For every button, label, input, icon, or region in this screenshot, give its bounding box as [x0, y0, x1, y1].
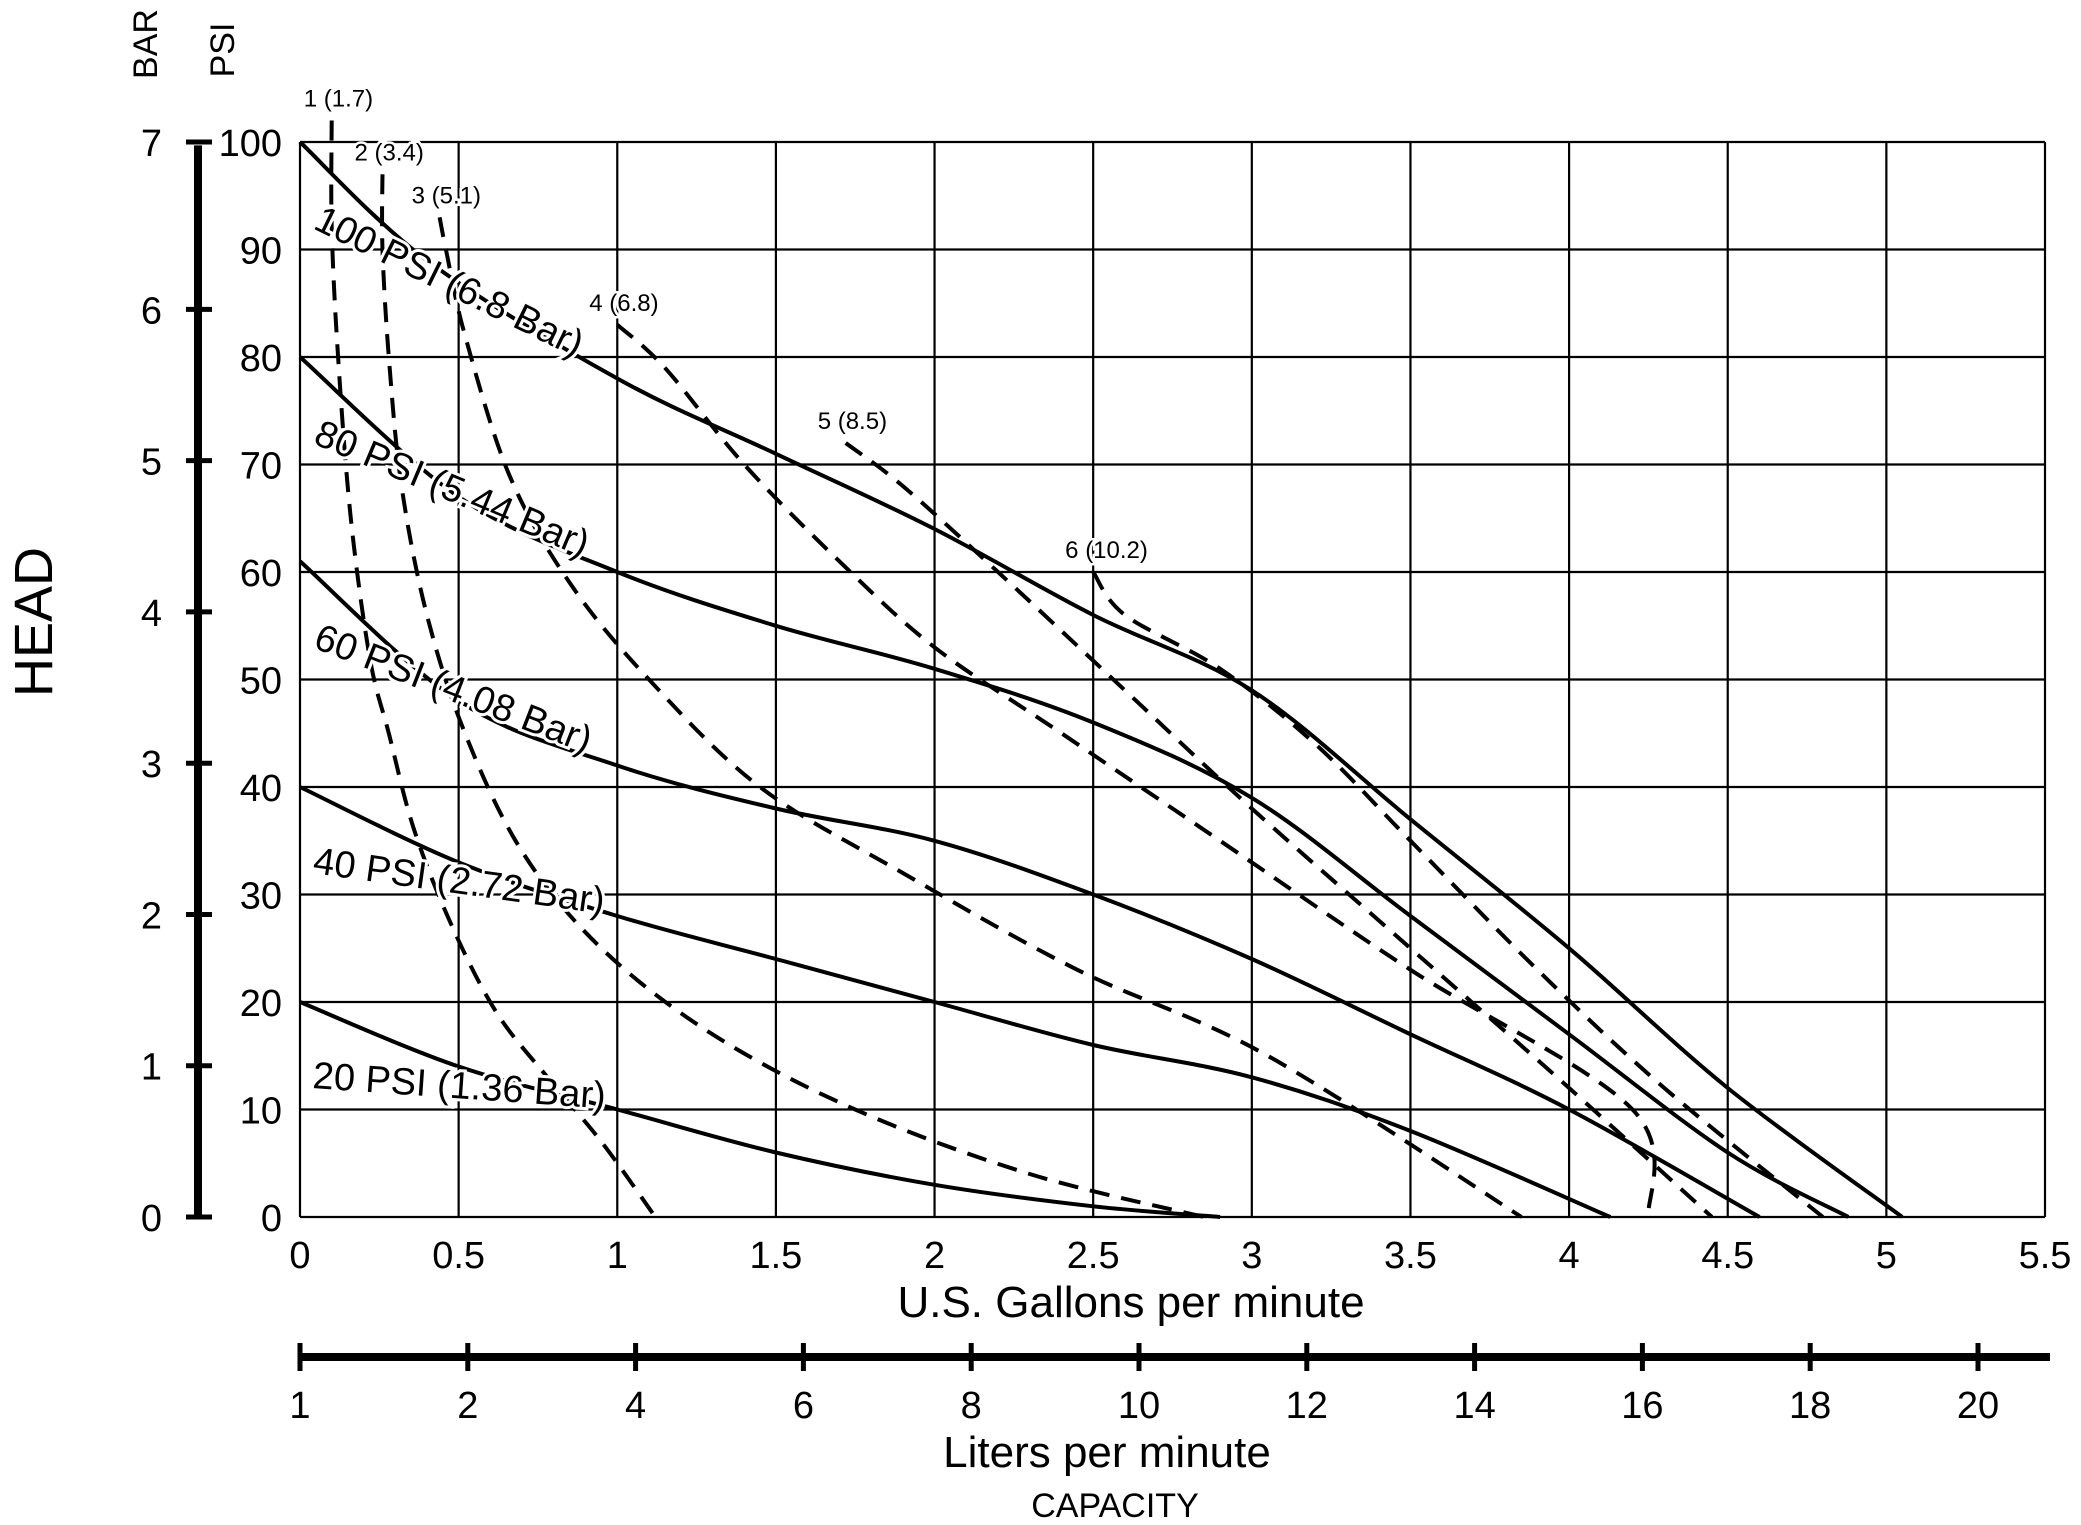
pressure-curve [298, 559, 1761, 1219]
x-axis-title: U.S. Gallons per minute [897, 1278, 1364, 1327]
bar-tick-label: 4 [141, 593, 162, 635]
lpm-tick-label: 1 [289, 1385, 310, 1427]
air-consumption-curve [437, 216, 1523, 1219]
x-tick-label: 0.5 [432, 1235, 485, 1277]
lpm-tick-label: 6 [793, 1385, 814, 1427]
psi-tick-label: 70 [240, 446, 282, 488]
bar-tick-label: 2 [141, 895, 162, 937]
liters-per-minute-axis: 1 2 4 6 8 10 12 14 16 18 20 [289, 1343, 2050, 1427]
psi-tick-label: 50 [240, 661, 282, 703]
air-consumption-curve [844, 441, 1714, 1219]
psi-tick-label: 0 [261, 1198, 282, 1240]
y-axis-title: HEAD [4, 547, 64, 697]
psi-tick-label: 60 [240, 553, 282, 595]
air-consumption-curve [1091, 570, 1825, 1219]
x-tick-label: 3.5 [1384, 1235, 1437, 1277]
air-curve-label: 1 (1.7) [304, 86, 373, 113]
capacity-label: CAPACITY [1031, 1487, 1199, 1525]
lpm-tick-label: 14 [1453, 1385, 1495, 1427]
bar-tick-label: 3 [141, 744, 162, 786]
air-curve-label: 4 (6.8) [589, 290, 658, 317]
air-curve-label: 3 (5.1) [412, 182, 481, 209]
air-curve-label: 6 (10.2) [1065, 537, 1148, 564]
x-tick-label: 5 [1876, 1235, 1897, 1277]
lpm-tick-label: 4 [625, 1385, 646, 1427]
psi-tick-label: 20 [240, 983, 282, 1025]
x-tick-label: 2 [924, 1235, 945, 1277]
psi-tick-label: 80 [240, 338, 282, 380]
bar-tick-label: 7 [141, 123, 162, 165]
psi-tick-label: 100 [219, 123, 282, 165]
x-tick-label: 3 [1241, 1235, 1262, 1277]
psi-unit-label: PSI [204, 23, 242, 78]
pressure-curve [299, 1000, 1221, 1219]
curve-labels: 100 PSI (6.8 Bar)80 PSI (5.44 Bar)60 PSI… [301, 83, 1150, 1120]
air-consumption-curves [329, 120, 1825, 1219]
psi-tick-label: 90 [240, 231, 282, 273]
air-consumption-curve [380, 174, 1205, 1219]
pressure-curve-label: 100 PSI (6.8 Bar) [308, 198, 590, 365]
lpm-tick-label: 20 [1957, 1385, 1999, 1427]
lpm-tick-label: 8 [961, 1385, 982, 1427]
chart-grid: 0 0.5 1 1.5 2 2.5 3 3.5 4 4.5 5 5.5 0 10 20 30 40 50 60 70 8… [219, 123, 2072, 1277]
air-curve-label: 2 (3.4) [354, 139, 423, 166]
bar-tick-label: 1 [141, 1047, 162, 1089]
lpm-tick-label: 10 [1118, 1385, 1160, 1427]
head-axes: 0 1 2 3 4 5 6 7 [141, 123, 212, 1240]
lpm-tick-label: 16 [1621, 1385, 1663, 1427]
x-tick-label: 4 [1559, 1235, 1580, 1277]
air-consumption-curve [615, 323, 1657, 1218]
x-tick-label: 4.5 [1701, 1235, 1754, 1277]
x-tick-label: 2.5 [1067, 1235, 1120, 1277]
x-tick-label: 0 [289, 1235, 310, 1277]
x2-axis-title: Liters per minute [943, 1428, 1271, 1477]
x-tick-label: 1.5 [749, 1235, 802, 1277]
x-tick-label: 1 [607, 1235, 628, 1277]
pressure-curves [298, 140, 1904, 1219]
lpm-tick-label: 18 [1789, 1385, 1831, 1427]
pressure-curve [298, 140, 1904, 1219]
air-curve-label: 5 (8.5) [818, 408, 887, 435]
lpm-tick-label: 12 [1286, 1385, 1328, 1427]
pressure-curve [299, 785, 1612, 1219]
pressure-curve-label: 60 PSI (4.08 Bar) [309, 616, 598, 761]
lpm-tick-label: 2 [457, 1385, 478, 1427]
pressure-curve [298, 355, 1850, 1219]
bar-tick-label: 0 [141, 1198, 162, 1240]
bar-tick-label: 5 [141, 442, 162, 484]
air-consumption-curve [329, 120, 657, 1219]
psi-tick-label: 10 [240, 1091, 282, 1133]
bar-tick-label: 6 [141, 290, 162, 332]
psi-tick-label: 40 [240, 768, 282, 810]
psi-tick-label: 30 [240, 876, 282, 918]
x-tick-label: 5.5 [2019, 1235, 2072, 1277]
bar-unit-label: BAR [127, 9, 165, 79]
